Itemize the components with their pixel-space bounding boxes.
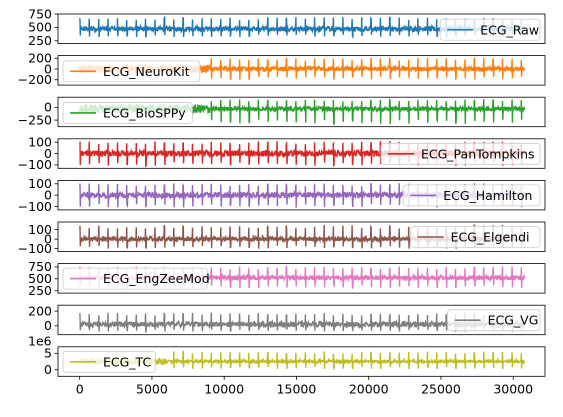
x-tick-label: 10000 [204,381,244,396]
axes-frame [57,13,546,44]
legend-label: ECG_NeuroKit [103,64,190,79]
legend-label: ECG_TC [103,354,151,369]
y-tick-label: 200 [28,51,52,66]
y-tick-label: 0 [44,146,52,161]
y-tick-label: −100 [18,241,52,256]
axes-frame [57,304,546,336]
x-tick-label: 15000 [277,381,317,396]
legend: ECG_PanTompkins [380,142,541,165]
y-tick-label: 750 [28,6,52,21]
y-tick-label: 500 [28,20,52,35]
x-tick-label: 30000 [493,381,533,396]
legend-label: ECG_VG [488,313,539,328]
legend-box [447,309,541,332]
axes-frame [57,221,546,252]
legend: ECG_NeuroKit [62,60,201,83]
legend-box [62,102,193,124]
panel-ecg-biosppy: −2500 ECG_BioSPPy [18,96,546,128]
axes-frame [57,263,546,294]
legend-box [380,142,541,165]
y-tick-label: 250 [28,33,52,48]
legend: ECG_BioSPPy [62,102,193,124]
y-tick-label: 500 [28,271,52,286]
y-tick-label: −200 [18,72,52,87]
y-tick-label: 0 [44,61,52,76]
legend: ECG_Raw [439,18,541,41]
y-offset-text: 1e6 [28,333,52,348]
x-tick-label: 20000 [349,381,389,396]
y-tick-label: 5 [44,346,52,361]
y-tick-label: 250 [28,283,52,298]
axes-frame [57,346,546,377]
y-tick-label: −100 [18,157,52,172]
legend: ECG_VG [447,309,541,332]
legend-box [62,267,208,290]
legend: ECG_Elgendi [410,226,541,248]
legend-label: ECG_Hamilton [443,188,532,203]
y-tick-label: −250 [18,112,52,127]
y-tick-label: 0 [44,187,52,202]
legend-label: ECG_BioSPPy [103,105,186,120]
y-tick-label: −100 [18,199,52,214]
y-tick-label: 200 [28,303,52,318]
y-tick-label: 100 [28,222,52,237]
axes-frame [57,96,546,128]
legend: ECG_Hamilton [402,184,541,207]
legend-box [439,18,541,41]
y-tick-label: 0 [44,362,52,377]
legend-label: ECG_Raw [480,22,539,37]
legend-box [410,226,541,248]
x-tick-label: 0 [76,381,84,396]
legend-label: ECG_EngZeeMod [103,271,210,286]
axes-frame [57,55,546,86]
legend-box [62,60,201,83]
y-tick-label: 0 [44,318,52,333]
legend: ECG_EngZeeMod [62,267,210,290]
x-tick-label: 5000 [136,381,168,396]
legend: ECG_TC [62,350,156,373]
legend-label: ECG_PanTompkins [421,146,535,161]
y-tick-label: 100 [28,135,52,150]
y-tick-label: 0 [44,231,52,246]
y-tick-label: 0 [44,100,52,115]
x-tick-label: 25000 [421,381,461,396]
legend-box [402,184,541,207]
y-tick-label: 100 [28,176,52,191]
y-tick-label: 750 [28,259,52,274]
legend-box [62,350,156,373]
legend-label: ECG_Elgendi [451,230,530,245]
